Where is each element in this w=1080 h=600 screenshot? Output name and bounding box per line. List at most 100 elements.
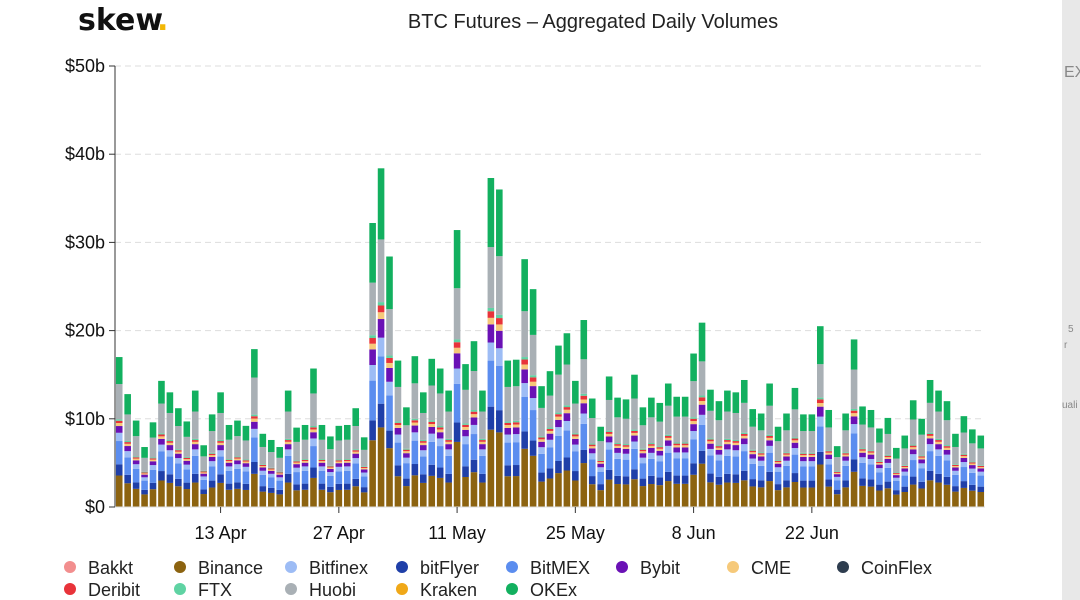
bar-segment-huobi xyxy=(893,458,900,473)
legend-item[interactable]: Bakkt xyxy=(64,558,133,578)
bar-segment-bybit xyxy=(411,425,419,433)
bar-segment-bitflyer xyxy=(681,475,689,484)
bar-segment-bitfinex xyxy=(200,476,207,480)
bar-segment-bybit xyxy=(436,432,444,439)
bar-segment-bitfinex xyxy=(833,476,841,481)
bar-segment-okex xyxy=(124,394,131,415)
bar-segment-ftx xyxy=(876,461,883,462)
bar-segment-okex xyxy=(977,435,985,449)
bar-segment-cme xyxy=(166,442,174,446)
bar-segment-bybit xyxy=(132,460,140,465)
bar-segment-binance xyxy=(572,480,579,507)
bar-segment-ftx xyxy=(960,453,968,455)
bar-segment-cme xyxy=(529,381,537,387)
bar-segment-bybit xyxy=(521,369,528,384)
bar-segment-huobi xyxy=(614,417,621,444)
bar-segment-bitmex xyxy=(420,456,427,475)
bar-segment-binance xyxy=(479,482,486,507)
bar-segment-bitmex xyxy=(597,471,604,485)
bar-segment-bitflyer xyxy=(732,474,740,483)
bar-segment-okex xyxy=(833,446,841,458)
legend-item[interactable]: Kraken xyxy=(396,580,477,600)
bar-segment-bitfinex xyxy=(436,438,444,447)
legend-item[interactable]: CoinFlex xyxy=(837,558,932,578)
bar-segment-bitfinex xyxy=(588,453,596,460)
bar-segment-cme xyxy=(149,459,157,462)
bar-stack xyxy=(420,392,427,507)
legend-item[interactable]: OKEx xyxy=(506,580,577,600)
bar-segment-bitmex xyxy=(191,455,199,474)
bar-segment-ftx xyxy=(318,459,326,460)
bar-segment-deribit xyxy=(284,440,292,442)
bar-segment-huobi xyxy=(521,311,528,358)
bar-segment-okex xyxy=(428,358,436,386)
bar-segment-deribit xyxy=(859,449,866,451)
bar-segment-okex xyxy=(766,383,773,406)
bar-segment-bitflyer xyxy=(893,490,900,495)
bar-stack xyxy=(310,368,317,507)
bar-segment-cme xyxy=(132,458,140,461)
bar-segment-bitfinex xyxy=(639,457,647,464)
bar-segment-bitflyer xyxy=(335,483,343,490)
bar-segment-bitmex xyxy=(631,448,638,470)
bar-segment-bitflyer xyxy=(901,486,909,492)
bar-segment-deribit xyxy=(715,446,723,448)
bar-segment-deribit xyxy=(318,459,326,462)
bar-segment-okex xyxy=(183,421,191,437)
bar-segment-bybit xyxy=(850,416,858,425)
bar-segment-okex xyxy=(251,349,258,378)
bar-segment-ftx xyxy=(538,436,545,438)
bar-segment-deribit xyxy=(757,453,765,455)
bar-stack xyxy=(622,399,630,507)
bar-segment-bybit xyxy=(740,438,748,445)
bar-segment-okex xyxy=(867,409,875,428)
bar-segment-bitmex xyxy=(124,457,131,475)
bar-segment-bybit xyxy=(529,386,537,399)
bar-segment-okex xyxy=(538,386,545,408)
legend-swatch xyxy=(396,583,408,595)
bar-segment-bitfinex xyxy=(267,473,275,478)
bar-segment-binance xyxy=(512,476,520,507)
bar-segment-bitfinex xyxy=(605,442,613,450)
bar-segment-binance xyxy=(825,486,833,507)
legend-item[interactable]: bitFlyer xyxy=(396,558,479,578)
bar-stack xyxy=(960,416,968,507)
bar-segment-binance xyxy=(960,487,968,507)
bar-segment-cme xyxy=(301,461,309,463)
bar-segment-okex xyxy=(343,424,351,440)
bar-segment-bitflyer xyxy=(512,465,520,477)
bar-segment-bybit xyxy=(217,445,224,451)
legend-item[interactable]: Huobi xyxy=(285,580,356,600)
bar-segment-deribit xyxy=(462,424,469,427)
bar-segment-deribit xyxy=(529,377,537,382)
legend-item[interactable]: FTX xyxy=(174,580,232,600)
bar-segment-bitmex xyxy=(681,458,689,476)
bar-segment-bitmex xyxy=(208,466,216,481)
bar-segment-bybit xyxy=(943,449,951,455)
legend-item[interactable]: Binance xyxy=(174,558,263,578)
bar-segment-deribit xyxy=(816,399,824,404)
legend-item[interactable]: Bitfinex xyxy=(285,558,368,578)
bar-segment-bybit xyxy=(377,319,385,338)
bar-segment-bitfinex xyxy=(732,450,740,457)
bar-segment-cme xyxy=(377,312,385,320)
bar-segment-ftx xyxy=(327,465,334,467)
bar-segment-okex xyxy=(175,408,182,426)
bar-segment-bitflyer xyxy=(842,480,849,488)
bar-segment-deribit xyxy=(960,454,968,457)
bar-segment-cme xyxy=(191,441,199,445)
legend-label: Bakkt xyxy=(88,558,133,578)
legend-item[interactable]: Bybit xyxy=(616,558,680,578)
bar-segment-huobi xyxy=(842,430,849,453)
legend-item[interactable]: CME xyxy=(727,558,791,578)
bar-segment-cme xyxy=(605,433,613,437)
bar-segment-huobi xyxy=(377,239,385,303)
bar-segment-bitfinex xyxy=(918,463,925,469)
bar-segment-bybit xyxy=(301,462,309,467)
bar-stack xyxy=(597,426,604,507)
legend-item[interactable]: BitMEX xyxy=(506,558,590,578)
bar-segment-bitmex xyxy=(183,469,191,483)
bar-segment-bitmex xyxy=(690,439,697,464)
bar-segment-okex xyxy=(732,392,740,413)
legend-item[interactable]: Deribit xyxy=(64,580,140,600)
